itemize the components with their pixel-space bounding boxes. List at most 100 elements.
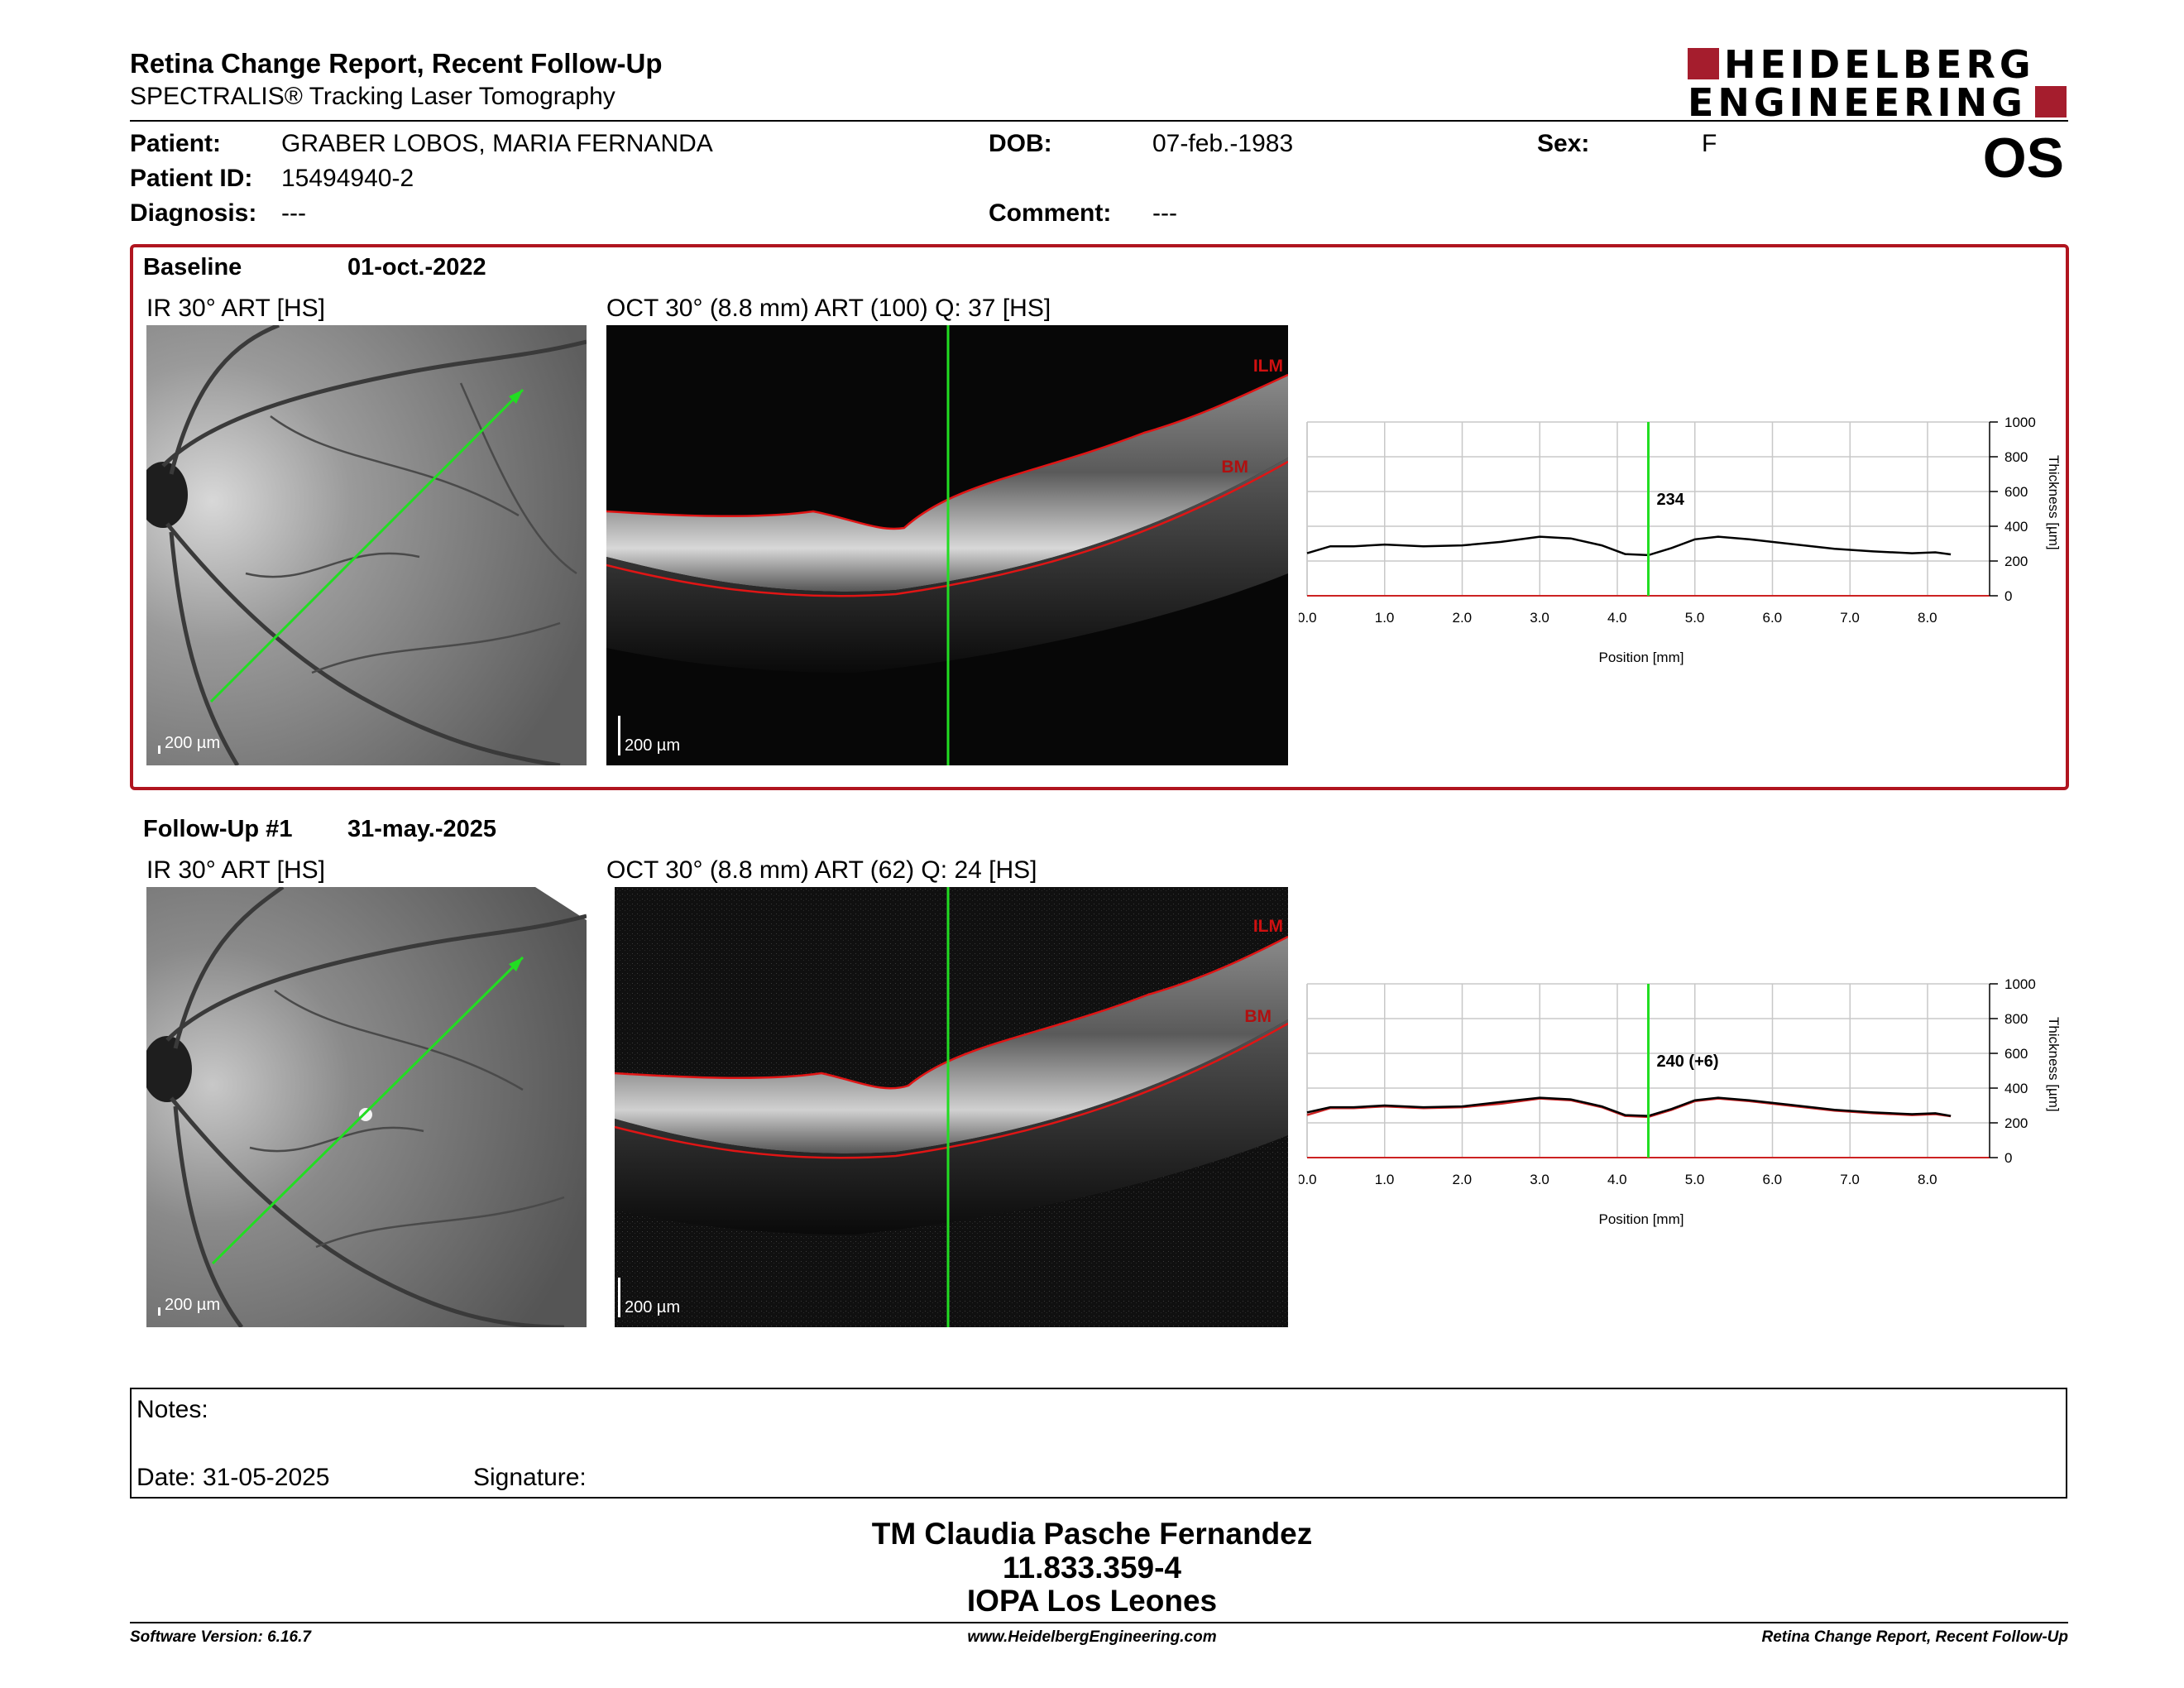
diagnosis-value: ---	[281, 199, 306, 227]
footer-software-version: Software Version: 6.16.7	[130, 1628, 311, 1646]
x-tick-label: 0.0	[1299, 1172, 1317, 1187]
logo-text-line1: HEIDELBERG	[1724, 42, 2035, 87]
followup-oct-label: OCT 30° (8.8 mm) ART (62) Q: 24 [HS]	[606, 856, 1037, 884]
diagnosis-label: Diagnosis:	[130, 199, 257, 227]
ilm-boundary	[606, 373, 1288, 530]
scan-arrow-icon	[509, 957, 523, 971]
y-tick-label: 800	[2004, 1011, 2028, 1027]
x-tick-label: 4.0	[1607, 1172, 1627, 1187]
x-tick-label: 7.0	[1840, 1172, 1860, 1187]
heidelberg-logo: HEIDELBERG ENGINEERING	[1688, 42, 2068, 125]
followup-oct-svg	[606, 887, 1288, 1327]
baseline-ir-image[interactable]: 200 µm	[146, 325, 587, 765]
y-tick-label: 0	[2004, 588, 2012, 604]
y-tick-label: 0	[2004, 1150, 2012, 1166]
y-tick-label: 800	[2004, 449, 2028, 465]
y-tick-label: 200	[2004, 554, 2028, 569]
sex-label: Sex:	[1537, 130, 1590, 157]
y-tick-label: 400	[2004, 1081, 2028, 1096]
y-tick-label: 1000	[2004, 415, 2036, 430]
followup-fundus-svg	[146, 887, 587, 1327]
x-tick-label: 6.0	[1763, 1172, 1783, 1187]
x-tick-label: 5.0	[1685, 1172, 1705, 1187]
logo-text-line2: ENGINEERING	[1688, 80, 2027, 125]
notes-box[interactable]: Notes: Date: 31-05-2025 Signature:	[130, 1388, 2067, 1499]
x-tick-label: 1.0	[1375, 1172, 1395, 1187]
thickness-series-line	[1306, 1096, 1952, 1117]
followup-ir-scale-text: 200 µm	[165, 1296, 221, 1314]
x-axis-label: Position [mm]	[1599, 650, 1684, 665]
x-tick-label: 2.0	[1453, 610, 1473, 626]
baseline-ir-scale: 200 µm	[158, 734, 220, 754]
retina-layers	[615, 937, 1288, 1153]
followup-oct-scale-text: 200 µm	[625, 1298, 681, 1316]
bm-boundary	[614, 1022, 1288, 1159]
dob-value: 07-feb.-1983	[1152, 130, 1294, 157]
baseline-ilm-label: ILM	[1252, 357, 1283, 376]
x-axis-label: Position [mm]	[1599, 1211, 1684, 1227]
y-tick-label: 600	[2004, 484, 2028, 500]
followup-oct-image[interactable]: ILM BM 200 µm	[606, 887, 1288, 1327]
logo-square-right	[2035, 86, 2067, 117]
fundus-corner	[535, 887, 587, 920]
report-subtitle: SPECTRALIS® Tracking Laser Tomography	[130, 83, 615, 110]
comment-label: Comment:	[989, 199, 1112, 227]
followup-label: Follow-Up #1	[143, 816, 293, 842]
marker-value-label: 234	[1657, 491, 1685, 509]
choroid	[615, 1019, 1288, 1235]
baseline-frame	[130, 244, 2069, 790]
x-tick-label: 0.0	[1299, 610, 1317, 626]
x-tick-label: 2.0	[1453, 1172, 1473, 1187]
report-title: Retina Change Report, Recent Follow-Up	[130, 48, 663, 79]
signoff-institution: IOPA Los Leones	[966, 1584, 1218, 1618]
signature-label: Signature:	[473, 1464, 587, 1491]
eye-indicator: OS	[1982, 127, 2064, 189]
x-tick-label: 4.0	[1607, 610, 1627, 626]
baseline-thickness-chart: 0 200 400 600 800 1000 0.0 1.0 2.0 3.0 4.0 5.0 6.0 7.…	[1299, 415, 2062, 665]
logo-square-left	[1688, 48, 1719, 79]
baseline-oct-svg	[606, 325, 1288, 765]
optic-disc	[146, 1036, 192, 1102]
x-tick-label: 6.0	[1763, 610, 1783, 626]
x-tick-label: 5.0	[1685, 610, 1705, 626]
thickness-series-line	[1306, 535, 1952, 557]
sex-value: F	[1702, 130, 1717, 157]
followup-ir-image[interactable]: 200 µm	[146, 887, 587, 1327]
x-tick-label: 3.0	[1530, 610, 1549, 626]
choroid	[606, 458, 1288, 673]
baseline-oct-image[interactable]: ILM BM 200 µm	[606, 325, 1288, 765]
x-tick-label: 3.0	[1530, 1172, 1549, 1187]
ilm-boundary	[614, 935, 1288, 1090]
y-tick-label: 600	[2004, 1046, 2028, 1062]
notes-date: Date: 31-05-2025	[136, 1464, 330, 1491]
marker-value-label: 240 (+6)	[1657, 1053, 1719, 1071]
y-axis-label: Thickness [µm]	[2046, 455, 2062, 550]
scan-arrow-icon	[509, 390, 523, 404]
notes-label: Notes:	[136, 1396, 208, 1423]
scan-line	[211, 956, 524, 1265]
header-divider	[130, 120, 2068, 122]
baseline-ir-label: IR 30° ART [HS]	[146, 295, 325, 322]
comment-value: ---	[1152, 199, 1177, 227]
patient-label: Patient:	[130, 130, 222, 157]
baseline-date: 01-oct.-2022	[347, 254, 486, 281]
followup-ir-label: IR 30° ART [HS]	[146, 856, 325, 884]
x-tick-label: 8.0	[1918, 1172, 1937, 1187]
baseline-oct-scale-text: 200 µm	[625, 736, 681, 755]
bm-boundary	[606, 460, 1288, 597]
fovea-reflex	[359, 1108, 372, 1121]
patient-name: GRABER LOBOS, MARIA FERNANDA	[281, 130, 713, 157]
dob-label: DOB:	[989, 130, 1052, 157]
followup-date: 31-may.-2025	[347, 816, 497, 842]
x-tick-label: 8.0	[1918, 610, 1937, 626]
y-tick-label: 1000	[2004, 976, 2036, 992]
followup-thickness-chart: 0 200 400 600 800 1000 0.0 1.0 2.0 3.0 4.0 5.0 6.0 7.…	[1299, 976, 2062, 1227]
x-tick-label: 1.0	[1375, 610, 1395, 626]
baseline-ir-scale-text: 200 µm	[165, 734, 221, 752]
footer-website[interactable]: www.HeidelbergEngineering.com	[967, 1628, 1217, 1646]
footer-divider	[130, 1622, 2068, 1623]
baseline-fundus-svg	[146, 325, 587, 765]
patient-id: 15494940-2	[281, 165, 414, 192]
followup-ir-scale: 200 µm	[158, 1296, 220, 1316]
baseline-oct-label: OCT 30° (8.8 mm) ART (100) Q: 37 [HS]	[606, 295, 1051, 322]
